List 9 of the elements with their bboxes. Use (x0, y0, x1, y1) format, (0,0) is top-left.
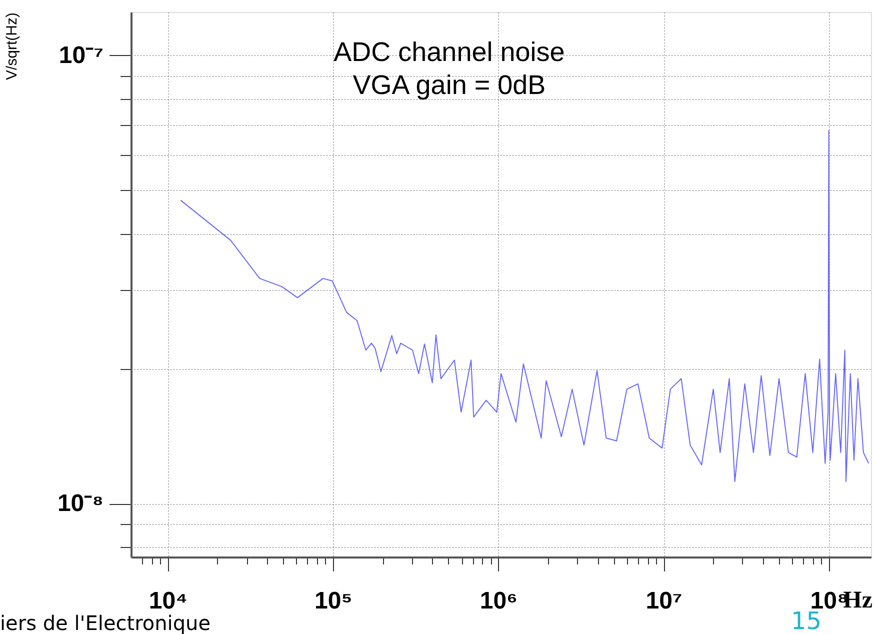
x-tick-label: 10⁷ (646, 588, 682, 614)
y-tick-label: 10⁻⁸ (57, 490, 104, 518)
annotation: VGA gain = 0dB (352, 70, 546, 100)
x-tick-label: 10⁵ (314, 588, 352, 614)
x-axis-title: Hz (843, 588, 873, 614)
y-axis-title: V/sqrt(Hz) (4, 12, 20, 80)
y-tick-label: 10⁻⁷ (58, 42, 104, 69)
annotation: ADC channel noise (334, 37, 565, 67)
x-tick-label: 10⁶ (480, 588, 518, 614)
